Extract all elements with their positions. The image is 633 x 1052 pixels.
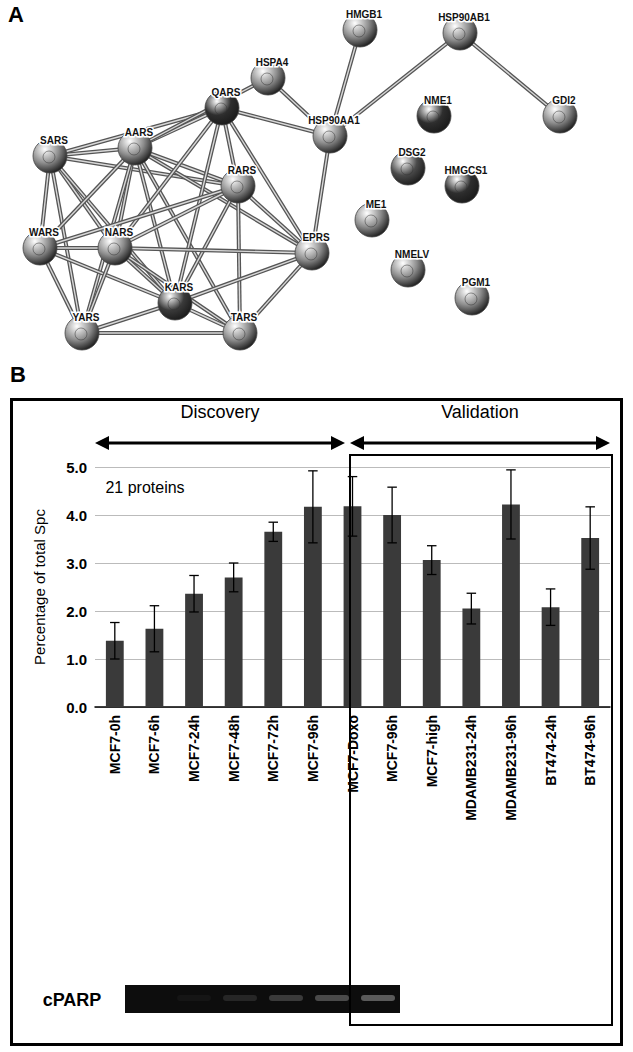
svg-text:ME1: ME1 (366, 199, 387, 210)
svg-text:NME1: NME1 (424, 95, 452, 106)
svg-text:cPARP: cPARP (43, 990, 102, 1010)
svg-text:HSP90AA1: HSP90AA1 (308, 115, 360, 126)
svg-text:AARS: AARS (125, 127, 154, 138)
svg-text:NMELV: NMELV (395, 249, 430, 260)
svg-text:MCF7-96h: MCF7-96h (384, 715, 400, 782)
svg-text:Discovery: Discovery (180, 402, 259, 422)
svg-text:GDI2: GDI2 (552, 95, 576, 106)
svg-text:MCF7-Doxo: MCF7-Doxo (345, 715, 361, 793)
svg-text:3.0: 3.0 (66, 555, 87, 572)
svg-text:MCF7-0h: MCF7-0h (107, 715, 123, 774)
svg-text:MCF7-24h: MCF7-24h (186, 715, 202, 782)
svg-text:DSG2: DSG2 (398, 147, 426, 158)
svg-text:1.0: 1.0 (66, 651, 87, 668)
svg-text:MDAMB231-24h: MDAMB231-24h (463, 715, 479, 821)
svg-text:QARS: QARS (212, 87, 241, 98)
svg-text:4.0: 4.0 (66, 507, 87, 524)
svg-text:MCF7-high: MCF7-high (424, 715, 440, 787)
svg-text:Validation: Validation (441, 402, 519, 422)
svg-text:HSPA4: HSPA4 (256, 57, 289, 68)
svg-text:NARS: NARS (105, 227, 134, 238)
svg-text:0.0: 0.0 (66, 699, 87, 716)
svg-text:WARS: WARS (29, 227, 59, 238)
svg-text:BT474-24h: BT474-24h (543, 715, 559, 786)
svg-text:MDAMB231-96h: MDAMB231-96h (503, 715, 519, 821)
svg-text:2.0: 2.0 (66, 603, 87, 620)
svg-text:KARS: KARS (165, 282, 194, 293)
svg-text:HMGCS1: HMGCS1 (445, 165, 488, 176)
svg-text:21 proteins: 21 proteins (105, 479, 184, 496)
svg-text:PGM1: PGM1 (462, 277, 491, 288)
svg-text:SARS: SARS (40, 135, 68, 146)
svg-text:HMGB1: HMGB1 (346, 9, 383, 20)
svg-text:MCF7-48h: MCF7-48h (226, 715, 242, 782)
svg-text:A: A (8, 2, 24, 27)
svg-text:BT474-96h: BT474-96h (582, 715, 598, 786)
html-text:B: B (10, 362, 26, 387)
svg-text:Percentage of total Spc: Percentage of total Spc (31, 509, 48, 665)
svg-text:HSP90AB1: HSP90AB1 (438, 12, 490, 23)
svg-text:MCF7-96h: MCF7-96h (305, 715, 321, 782)
svg-text:EPRS: EPRS (302, 232, 330, 243)
svg-text:TARS: TARS (231, 312, 258, 323)
svg-text:YARS: YARS (73, 312, 100, 323)
svg-text:MCF7-72h: MCF7-72h (265, 715, 281, 782)
svg-text:RARS: RARS (228, 165, 257, 176)
svg-text:5.0: 5.0 (66, 459, 87, 476)
svg-text:MCF7-6h: MCF7-6h (146, 715, 162, 774)
